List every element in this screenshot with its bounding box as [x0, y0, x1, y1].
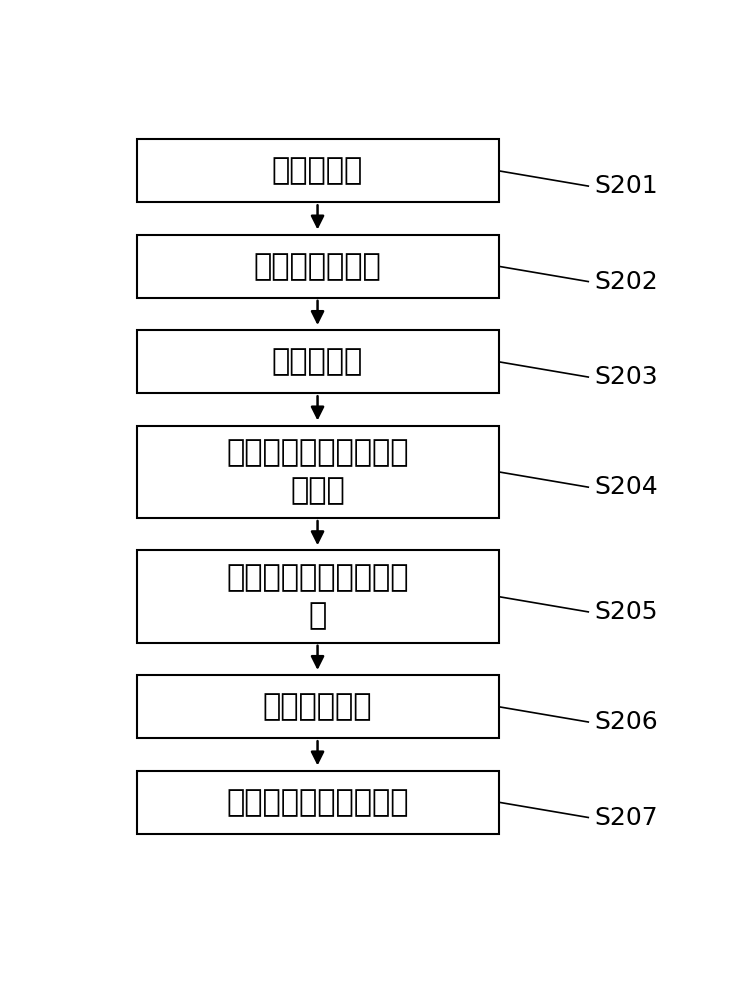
- Text: S206: S206: [595, 710, 658, 734]
- Bar: [137, 139, 499, 202]
- Text: 标定公式推导: 标定公式推导: [263, 692, 372, 721]
- Text: 多参数协同标定与优化: 多参数协同标定与优化: [226, 788, 409, 817]
- Text: S202: S202: [595, 270, 658, 294]
- Text: 获取所选温度参考点数
据: 获取所选温度参考点数 据: [226, 563, 409, 630]
- Text: 滤光片选取: 滤光片选取: [272, 156, 363, 185]
- Text: S203: S203: [595, 365, 658, 389]
- Bar: [137, 426, 499, 518]
- Bar: [137, 235, 499, 298]
- Text: S204: S204: [595, 475, 658, 499]
- Text: 温度参考点选取: 温度参考点选取: [253, 252, 381, 281]
- Text: S205: S205: [595, 600, 658, 624]
- Text: 黑体炉升温: 黑体炉升温: [272, 347, 363, 376]
- Text: 单相机比色测温系统图
像采集: 单相机比色测温系统图 像采集: [226, 438, 409, 505]
- Text: S207: S207: [595, 806, 658, 830]
- Bar: [137, 675, 499, 738]
- Text: S201: S201: [595, 174, 658, 198]
- Bar: [137, 330, 499, 393]
- Bar: [137, 550, 499, 643]
- Bar: [137, 771, 499, 834]
